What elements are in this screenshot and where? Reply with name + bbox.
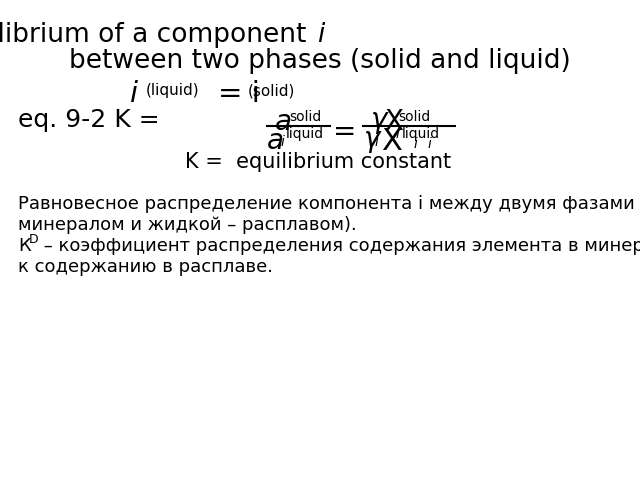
Text: =: = <box>333 118 356 146</box>
Text: i: i <box>396 127 400 141</box>
Text: $\gamma$: $\gamma$ <box>363 127 383 155</box>
Text: i: i <box>281 135 285 149</box>
Text: liquid: liquid <box>402 127 440 141</box>
Text: X: X <box>381 127 402 156</box>
Text: (solid): (solid) <box>248 83 296 98</box>
Text: – коэффициент распределения содержания элемента в минерале: – коэффициент распределения содержания э… <box>38 237 640 255</box>
Text: $\gamma$: $\gamma$ <box>370 108 390 136</box>
Text: eq. 9-2 K =: eq. 9-2 K = <box>18 108 159 132</box>
Text: X: X <box>384 108 403 136</box>
Text: i: i <box>428 137 432 151</box>
Text: К: К <box>18 237 31 255</box>
Text: к содержанию в расплаве.: к содержанию в расплаве. <box>18 258 273 276</box>
Text: i: i <box>414 137 418 151</box>
Text: solid: solid <box>398 110 430 124</box>
Text: минералом и жидкой – расплавом).: минералом и жидкой – расплавом). <box>18 216 356 234</box>
Text: a: a <box>275 108 292 136</box>
Text: = i: = i <box>218 80 260 108</box>
Text: (liquid): (liquid) <box>146 83 200 98</box>
Text: D: D <box>29 233 38 246</box>
Text: between two phases (solid and liquid): between two phases (solid and liquid) <box>69 48 571 74</box>
Text: i: i <box>375 135 379 149</box>
Text: i: i <box>317 22 324 48</box>
Text: Exchange equilibrium of a component: Exchange equilibrium of a component <box>0 22 315 48</box>
Text: a: a <box>267 127 284 155</box>
Text: solid: solid <box>289 110 321 124</box>
Text: liquid: liquid <box>286 127 324 141</box>
Text: Равновесное распределение компонента i между двумя фазами (твердой –: Равновесное распределение компонента i м… <box>18 195 640 213</box>
Text: i: i <box>130 80 138 108</box>
Text: K =  equilibrium constant: K = equilibrium constant <box>185 152 451 172</box>
